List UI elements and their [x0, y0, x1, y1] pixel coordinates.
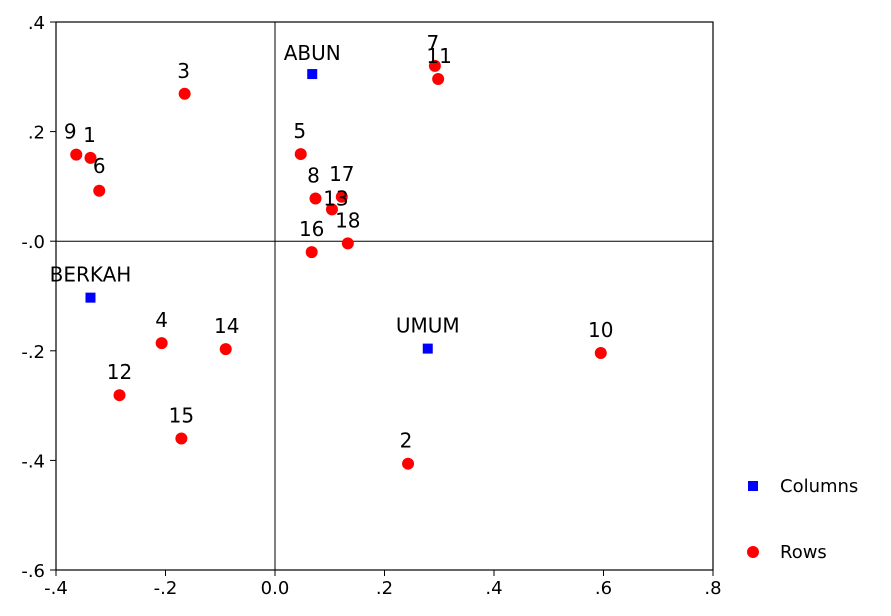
point-label: 13 [323, 186, 348, 210]
row-point [335, 190, 348, 203]
legend-marker-rows [747, 546, 759, 558]
y-tick-label: .2 [28, 123, 45, 144]
legend: Columns Rows [747, 476, 858, 563]
point-label: UMUM [396, 314, 460, 338]
row-point [84, 151, 97, 164]
point-label: 18 [335, 208, 360, 232]
row-point [70, 148, 83, 161]
point-label: 1 [83, 123, 96, 147]
x-tick-label: .8 [704, 578, 721, 599]
row-point [219, 343, 232, 356]
column-point [422, 343, 433, 354]
y-tick-label: .4 [28, 13, 45, 34]
row-point [325, 203, 338, 216]
x-tick-label: 0.0 [261, 578, 290, 599]
x-tick-label: .2 [376, 578, 393, 599]
point-label: 14 [214, 314, 239, 338]
row-point [341, 237, 354, 250]
row-point [402, 457, 415, 470]
point-label: BERKAH [50, 263, 132, 287]
row-point [594, 346, 607, 359]
y-tick-label: -.0 [21, 232, 45, 253]
row-point [155, 337, 168, 350]
point-label: 5 [293, 119, 306, 143]
point-label: 12 [107, 360, 132, 384]
legend-label: Columns [780, 476, 858, 497]
y-axis-ticks: .4 .2 -.0 -.2 -.4 -.6 [21, 13, 56, 582]
row-point [93, 184, 106, 197]
x-tick-label: .6 [595, 578, 612, 599]
point-label: ABUN [284, 41, 341, 65]
legend-label: Rows [780, 542, 827, 563]
point-label: 9 [64, 120, 77, 144]
row-point [305, 246, 318, 259]
point-label: 15 [169, 403, 194, 427]
column-point [307, 69, 318, 80]
point-label: 8 [307, 163, 320, 187]
y-tick-label: -.4 [21, 451, 45, 472]
row-point [294, 148, 307, 161]
x-tick-label: -.2 [154, 578, 178, 599]
row-point [428, 59, 441, 72]
row-point [113, 389, 126, 402]
point-labels: ABUNBERKAHUMUM12345678910111213141516171… [50, 31, 614, 453]
point-label: 17 [329, 162, 354, 186]
row-point [175, 432, 188, 445]
row-point [309, 192, 322, 205]
legend-marker-columns [748, 481, 758, 491]
point-label: 7 [427, 31, 440, 55]
x-axis-ticks: -.4 -.2 0.0 .2 .4 .6 .8 [44, 570, 722, 599]
point-label: 6 [93, 154, 106, 178]
point-label: 11 [426, 44, 451, 68]
column-point [85, 292, 96, 303]
point-label: 3 [177, 59, 190, 83]
y-tick-label: -.6 [21, 561, 45, 582]
point-label: 16 [299, 217, 324, 241]
x-tick-label: .4 [485, 578, 502, 599]
data-points [70, 59, 607, 470]
y-tick-label: -.2 [21, 342, 45, 363]
plot-frame [55, 21, 714, 571]
point-label: 4 [155, 308, 168, 332]
row-point [432, 72, 445, 85]
row-point [178, 87, 191, 100]
x-tick-label: -.4 [44, 578, 68, 599]
point-label: 10 [588, 318, 613, 342]
point-label: 2 [400, 429, 413, 453]
